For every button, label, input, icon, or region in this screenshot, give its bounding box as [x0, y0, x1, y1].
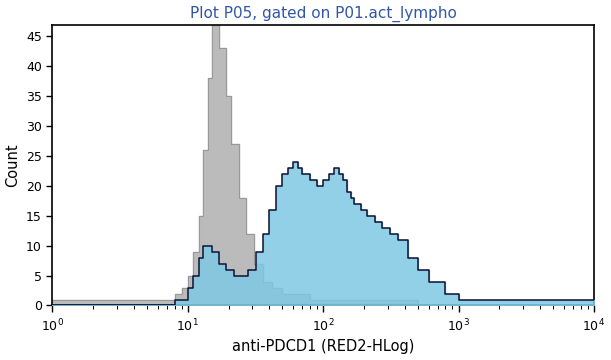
Title: Plot P05, gated on P01.act_lympho: Plot P05, gated on P01.act_lympho [190, 5, 456, 22]
X-axis label: anti-PDCD1 (RED2-HLog): anti-PDCD1 (RED2-HLog) [232, 339, 414, 355]
Y-axis label: Count: Count [5, 143, 21, 187]
